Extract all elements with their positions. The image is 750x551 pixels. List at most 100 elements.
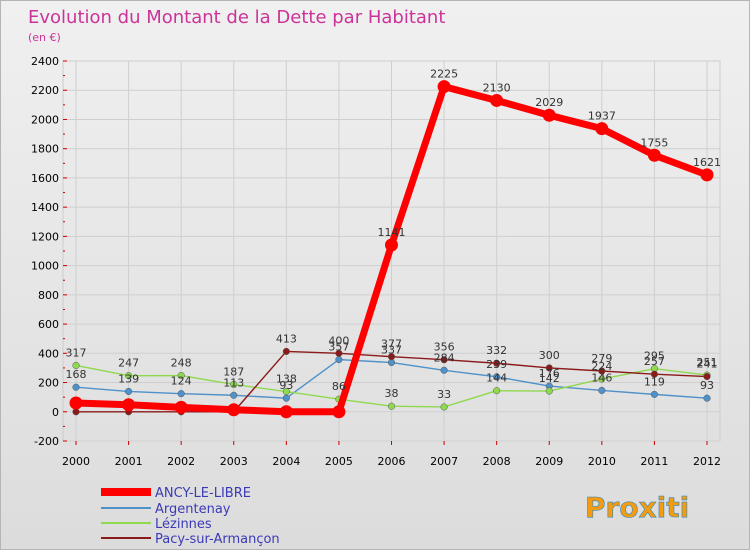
data-label: 176 — [539, 367, 560, 380]
data-label: 1755 — [640, 136, 668, 149]
x-tick-label: 2000 — [62, 455, 90, 468]
data-label: 144 — [486, 372, 507, 385]
x-tick-label: 2004 — [272, 455, 300, 468]
data-point — [122, 398, 136, 412]
y-tick-label: 800 — [38, 289, 59, 302]
data-label: 113 — [223, 376, 244, 389]
x-tick-label: 2009 — [535, 455, 563, 468]
data-point — [125, 387, 133, 396]
data-label: 317 — [66, 346, 87, 359]
label-layer: 1141 2225 2130 2029 1937 1755 1621 168 139 124 113… — [66, 68, 722, 401]
data-label: 2130 — [483, 81, 511, 94]
data-point — [227, 403, 241, 417]
data-label: 224 — [591, 360, 612, 373]
data-point — [177, 371, 185, 380]
data-label: 357 — [328, 341, 349, 354]
data-point — [230, 380, 238, 388]
data-label: 168 — [66, 368, 87, 381]
data-point — [595, 122, 609, 136]
data-label: 139 — [118, 372, 139, 385]
data-point — [440, 356, 448, 364]
data-label: 1621 — [693, 156, 721, 169]
x-tick-label: 2010 — [588, 455, 616, 468]
data-label: 248 — [171, 357, 192, 370]
data-point — [335, 356, 343, 364]
y-tick-label: 0 — [52, 406, 59, 419]
data-point — [650, 370, 658, 378]
data-point — [545, 387, 553, 395]
y-tick-label: 200 — [38, 377, 59, 390]
data-point — [387, 402, 396, 410]
x-tick-label: 2012 — [693, 455, 721, 468]
data-point — [650, 390, 658, 398]
x-tick-label: 2006 — [378, 455, 406, 468]
data-point — [598, 386, 606, 394]
data-label: 38 — [385, 387, 399, 400]
data-point — [230, 391, 238, 399]
data-label: 93 — [279, 379, 293, 392]
data-point — [332, 405, 346, 419]
y-tick-label: 1000 — [31, 260, 59, 273]
data-label: 146 — [591, 371, 612, 384]
data-point — [493, 387, 501, 395]
x-tick-label: 2001 — [115, 455, 143, 468]
data-label: 124 — [171, 375, 192, 388]
data-label: 33 — [437, 388, 451, 401]
data-point — [282, 347, 290, 355]
data-point — [437, 80, 451, 94]
data-label: 413 — [276, 332, 297, 345]
y-tick-label: 1600 — [31, 172, 59, 185]
series-layer — [69, 80, 714, 419]
legend-label: Argentenay — [155, 502, 231, 517]
data-label: 295 — [644, 350, 665, 363]
data-point — [647, 148, 661, 162]
data-label: 86 — [332, 380, 346, 393]
data-label: 279 — [591, 352, 612, 365]
legend-label: Pacy-sur-Armançon — [155, 532, 280, 547]
data-label: 2029 — [535, 96, 563, 109]
data-label: 93 — [700, 379, 714, 392]
legend-label: Lézinnes — [155, 517, 212, 532]
data-point — [385, 238, 398, 252]
data-label: 377 — [381, 338, 402, 351]
data-point — [542, 108, 556, 122]
data-label: 284 — [434, 351, 455, 364]
data-point — [125, 372, 133, 380]
data-label: 138 — [276, 373, 297, 386]
data-point — [387, 353, 396, 361]
data-label: 187 — [223, 365, 244, 378]
data-label: 247 — [118, 357, 139, 370]
data-label: 1937 — [588, 110, 616, 123]
x-tick-label: 2003 — [220, 455, 248, 468]
data-point — [282, 388, 290, 396]
y-tick-label: 2000 — [31, 113, 59, 126]
y-tick-label: -200 — [34, 435, 59, 448]
data-point — [69, 396, 83, 410]
data-label: 142 — [539, 372, 560, 385]
grid-layer — [63, 60, 720, 442]
x-tick-label: 2011 — [640, 455, 668, 468]
data-label: 300 — [539, 349, 560, 362]
data-point — [440, 403, 448, 411]
data-label: 2225 — [430, 68, 458, 81]
data-point — [72, 361, 80, 369]
data-point — [700, 168, 714, 182]
data-label: 337 — [381, 344, 402, 357]
data-label: 241 — [697, 358, 718, 371]
data-point — [703, 394, 711, 402]
data-point — [282, 394, 290, 402]
data-label: 400 — [328, 334, 349, 347]
data-label: 1141 — [378, 226, 406, 239]
data-label: 119 — [644, 375, 665, 388]
data-point — [493, 373, 501, 381]
y-tick-label: 400 — [38, 347, 59, 360]
chart-title: Evolution du Montant de la Dette par Hab… — [28, 7, 445, 28]
data-label: 356 — [434, 341, 455, 354]
data-point — [545, 364, 553, 372]
legend: ANCY-LE-LIBREArgentenayLézinnesPacy-sur-… — [101, 486, 280, 547]
y-tick-label: 600 — [38, 318, 59, 331]
data-label: 332 — [486, 344, 507, 357]
x-tick-label: 2002 — [167, 455, 195, 468]
